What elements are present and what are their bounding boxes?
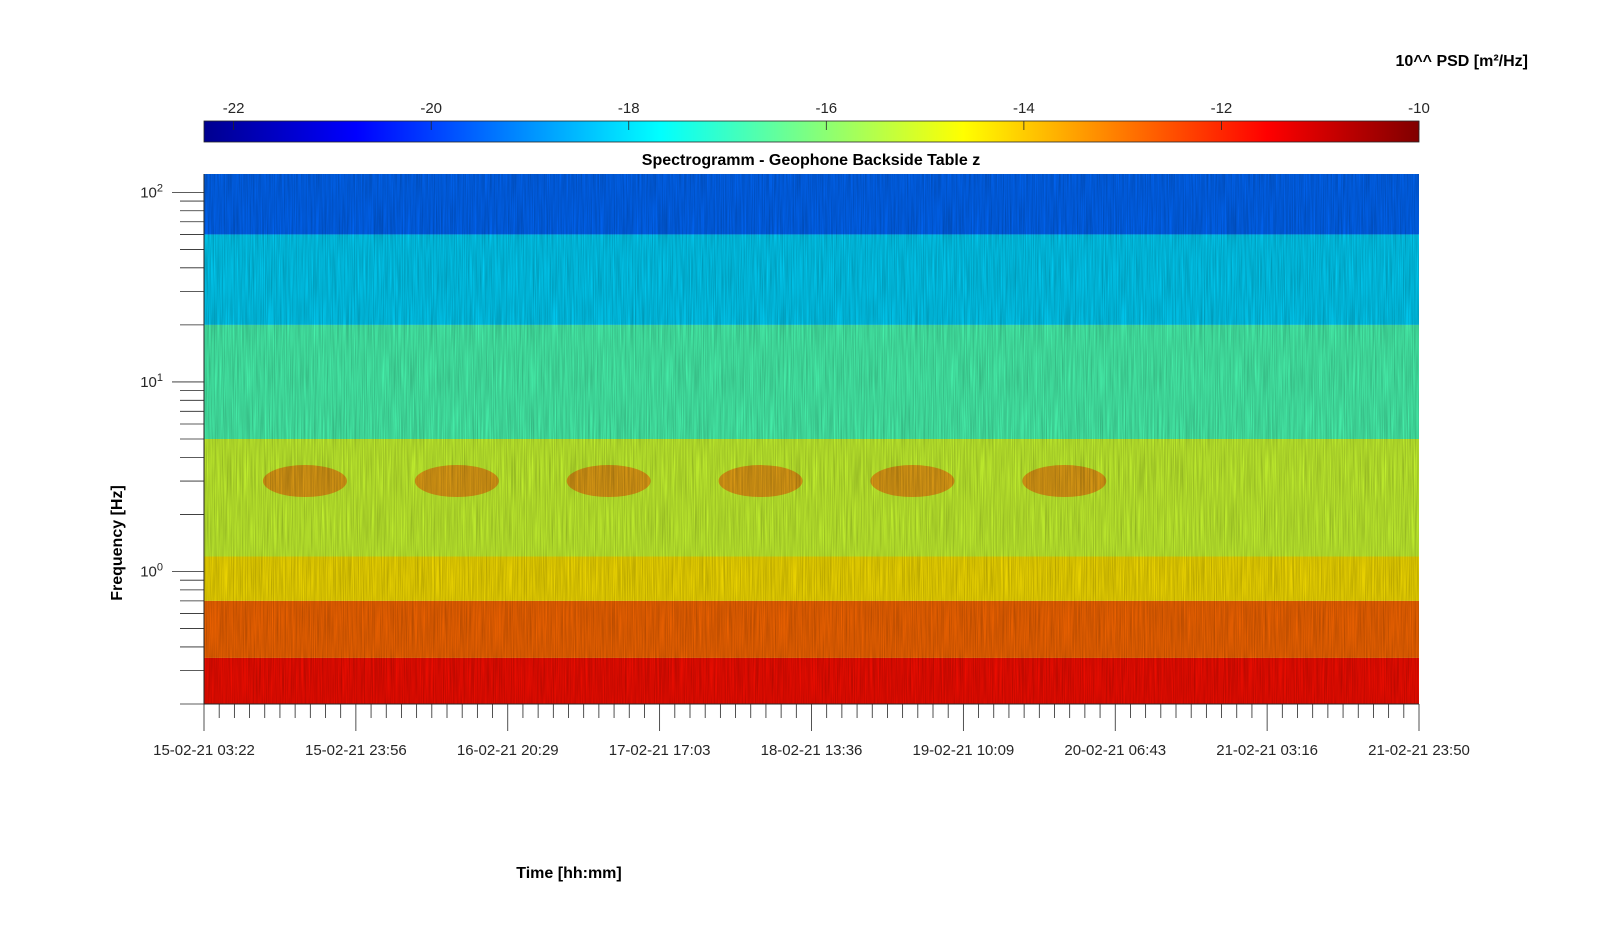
colorbar-ticks: -22 -20 -18 -16 -14 -12 -10 <box>223 100 1430 130</box>
colorbar-label: 10^^ PSD [m²/Hz] <box>1396 53 1528 70</box>
colorbar-gradient <box>203 120 1420 143</box>
noise-texture <box>204 174 1419 704</box>
colorbar-tick-label: -16 <box>815 100 837 117</box>
plot-area <box>204 174 1419 704</box>
x-axis: 15-02-21 03:22 15-02-21 23:56 16-02-21 20:… <box>153 703 1470 759</box>
x-tick-label: 15-02-21 23:56 <box>305 742 407 759</box>
x-tick-label: 21-02-21 23:50 <box>1368 742 1470 759</box>
y-tick-label: 100 <box>140 562 163 581</box>
x-tick-label: 21-02-21 03:16 <box>1216 742 1318 759</box>
colorbar-tick-label: -18 <box>618 100 640 117</box>
x-tick-label: 18-02-21 13:36 <box>761 742 863 759</box>
x-tick-label: 19-02-21 10:09 <box>913 742 1015 759</box>
colorbar-tick-label: -22 <box>223 100 245 117</box>
colorbar-tick-label: -12 <box>1211 100 1233 117</box>
x-axis-label: Time [hh:mm] <box>516 865 621 882</box>
colorbar: 10^^ PSD [m²/Hz] -22 -20 -18 -16 -14 -12 -10 <box>203 53 1528 143</box>
x-tick-label: 16-02-21 20:29 <box>457 742 559 759</box>
y-axis-label: Frequency [Hz] <box>109 485 126 601</box>
y-axis: 100 101 102 <box>140 174 205 705</box>
colorbar-tick-label: -20 <box>420 100 442 117</box>
y-tick-label: 102 <box>140 182 163 201</box>
chart-title: Spectrogramm - Geophone Backside Table z <box>642 152 980 169</box>
x-tick-label: 15-02-21 03:22 <box>153 742 255 759</box>
colorbar-tick-label: -10 <box>1408 100 1430 117</box>
x-tick-label: 20-02-21 06:43 <box>1064 742 1166 759</box>
x-tick-label: 17-02-21 17:03 <box>609 742 711 759</box>
y-tick-label: 101 <box>140 372 163 391</box>
colorbar-tick-label: -14 <box>1013 100 1035 117</box>
